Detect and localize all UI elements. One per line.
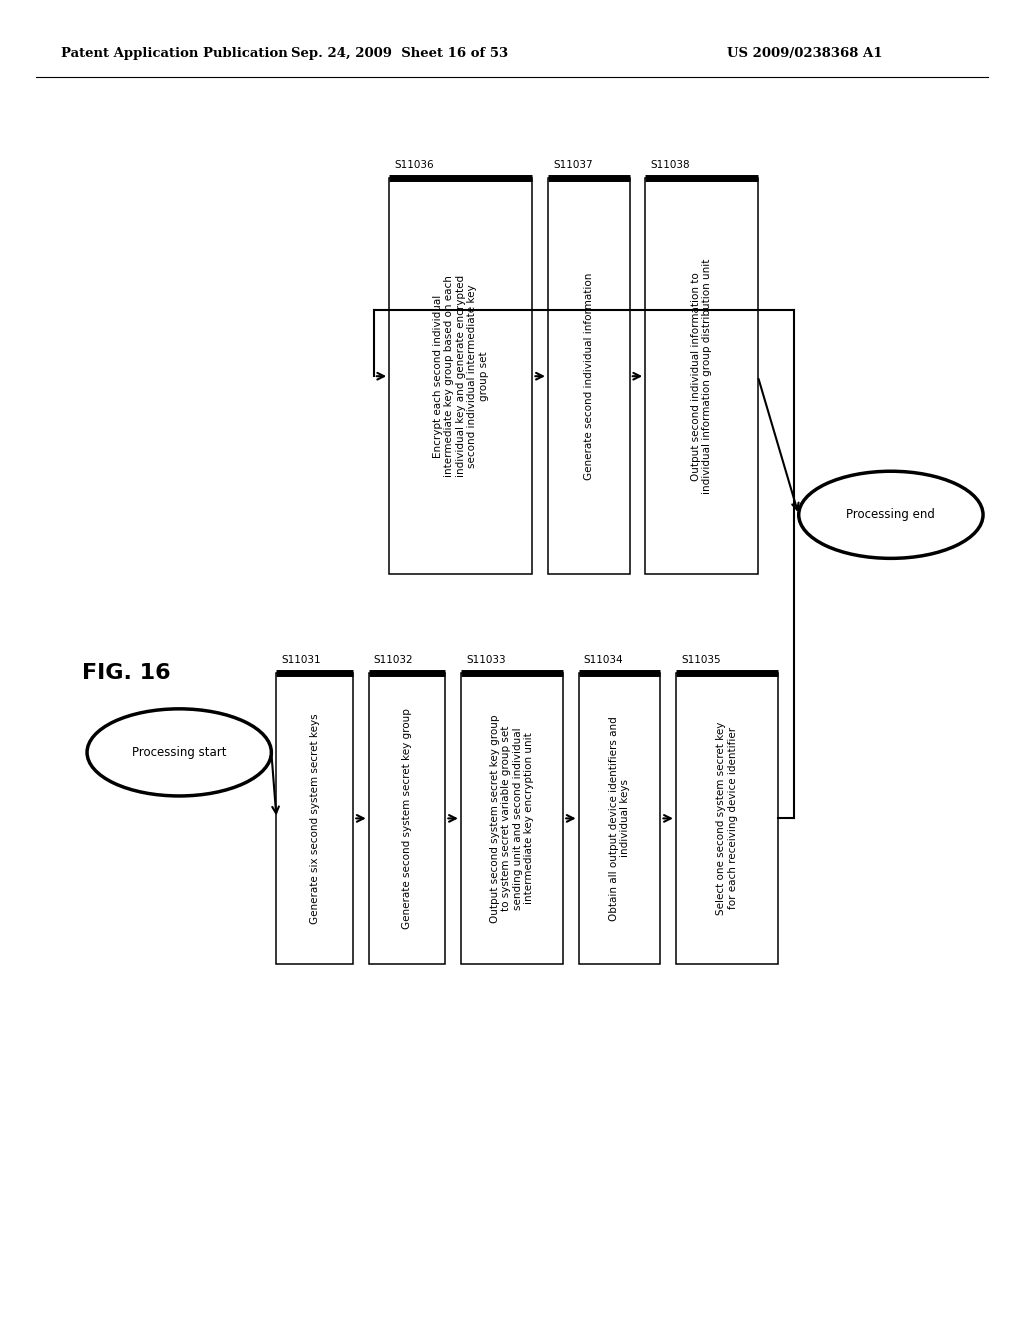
- Text: Generate six second system secret keys: Generate six second system secret keys: [310, 713, 319, 924]
- Text: S11032: S11032: [374, 655, 414, 665]
- Bar: [579, 673, 660, 964]
- Text: S11038: S11038: [650, 160, 690, 170]
- Ellipse shape: [799, 471, 983, 558]
- Text: Encrypt each second individual
intermediate key group based on each
individual k: Encrypt each second individual intermedi…: [432, 275, 489, 478]
- Text: Output second individual information to
individual information group distributio: Output second individual information to …: [690, 259, 713, 494]
- Text: S11034: S11034: [584, 655, 624, 665]
- Text: S11037: S11037: [553, 160, 593, 170]
- Text: FIG. 16: FIG. 16: [82, 663, 171, 684]
- Text: S11036: S11036: [394, 160, 434, 170]
- Text: Obtain all output device identifiers and
individual keys: Obtain all output device identifiers and…: [608, 715, 631, 921]
- Text: Processing end: Processing end: [847, 508, 935, 521]
- Text: Generate second system secret key group: Generate second system secret key group: [402, 708, 412, 929]
- Text: Output second system secret key group
to system secret variable group set
sendin: Output second system secret key group to…: [489, 714, 535, 923]
- Bar: [369, 673, 445, 964]
- Text: Sep. 24, 2009  Sheet 16 of 53: Sep. 24, 2009 Sheet 16 of 53: [291, 46, 508, 59]
- Bar: [461, 673, 563, 964]
- Text: Patent Application Publication: Patent Application Publication: [61, 46, 288, 59]
- Bar: [676, 673, 778, 964]
- Bar: [389, 178, 532, 574]
- Text: Processing start: Processing start: [132, 746, 226, 759]
- Bar: [645, 178, 758, 574]
- Text: S11033: S11033: [466, 655, 506, 665]
- Bar: [548, 178, 630, 574]
- Bar: [276, 673, 353, 964]
- Text: Select one second system secret key
for each receiving device identifier: Select one second system secret key for …: [716, 722, 738, 915]
- Ellipse shape: [87, 709, 271, 796]
- Text: S11035: S11035: [681, 655, 721, 665]
- Text: US 2009/0238368 A1: US 2009/0238368 A1: [727, 46, 883, 59]
- Text: Generate second individual information: Generate second individual information: [584, 272, 594, 480]
- Text: S11031: S11031: [282, 655, 322, 665]
